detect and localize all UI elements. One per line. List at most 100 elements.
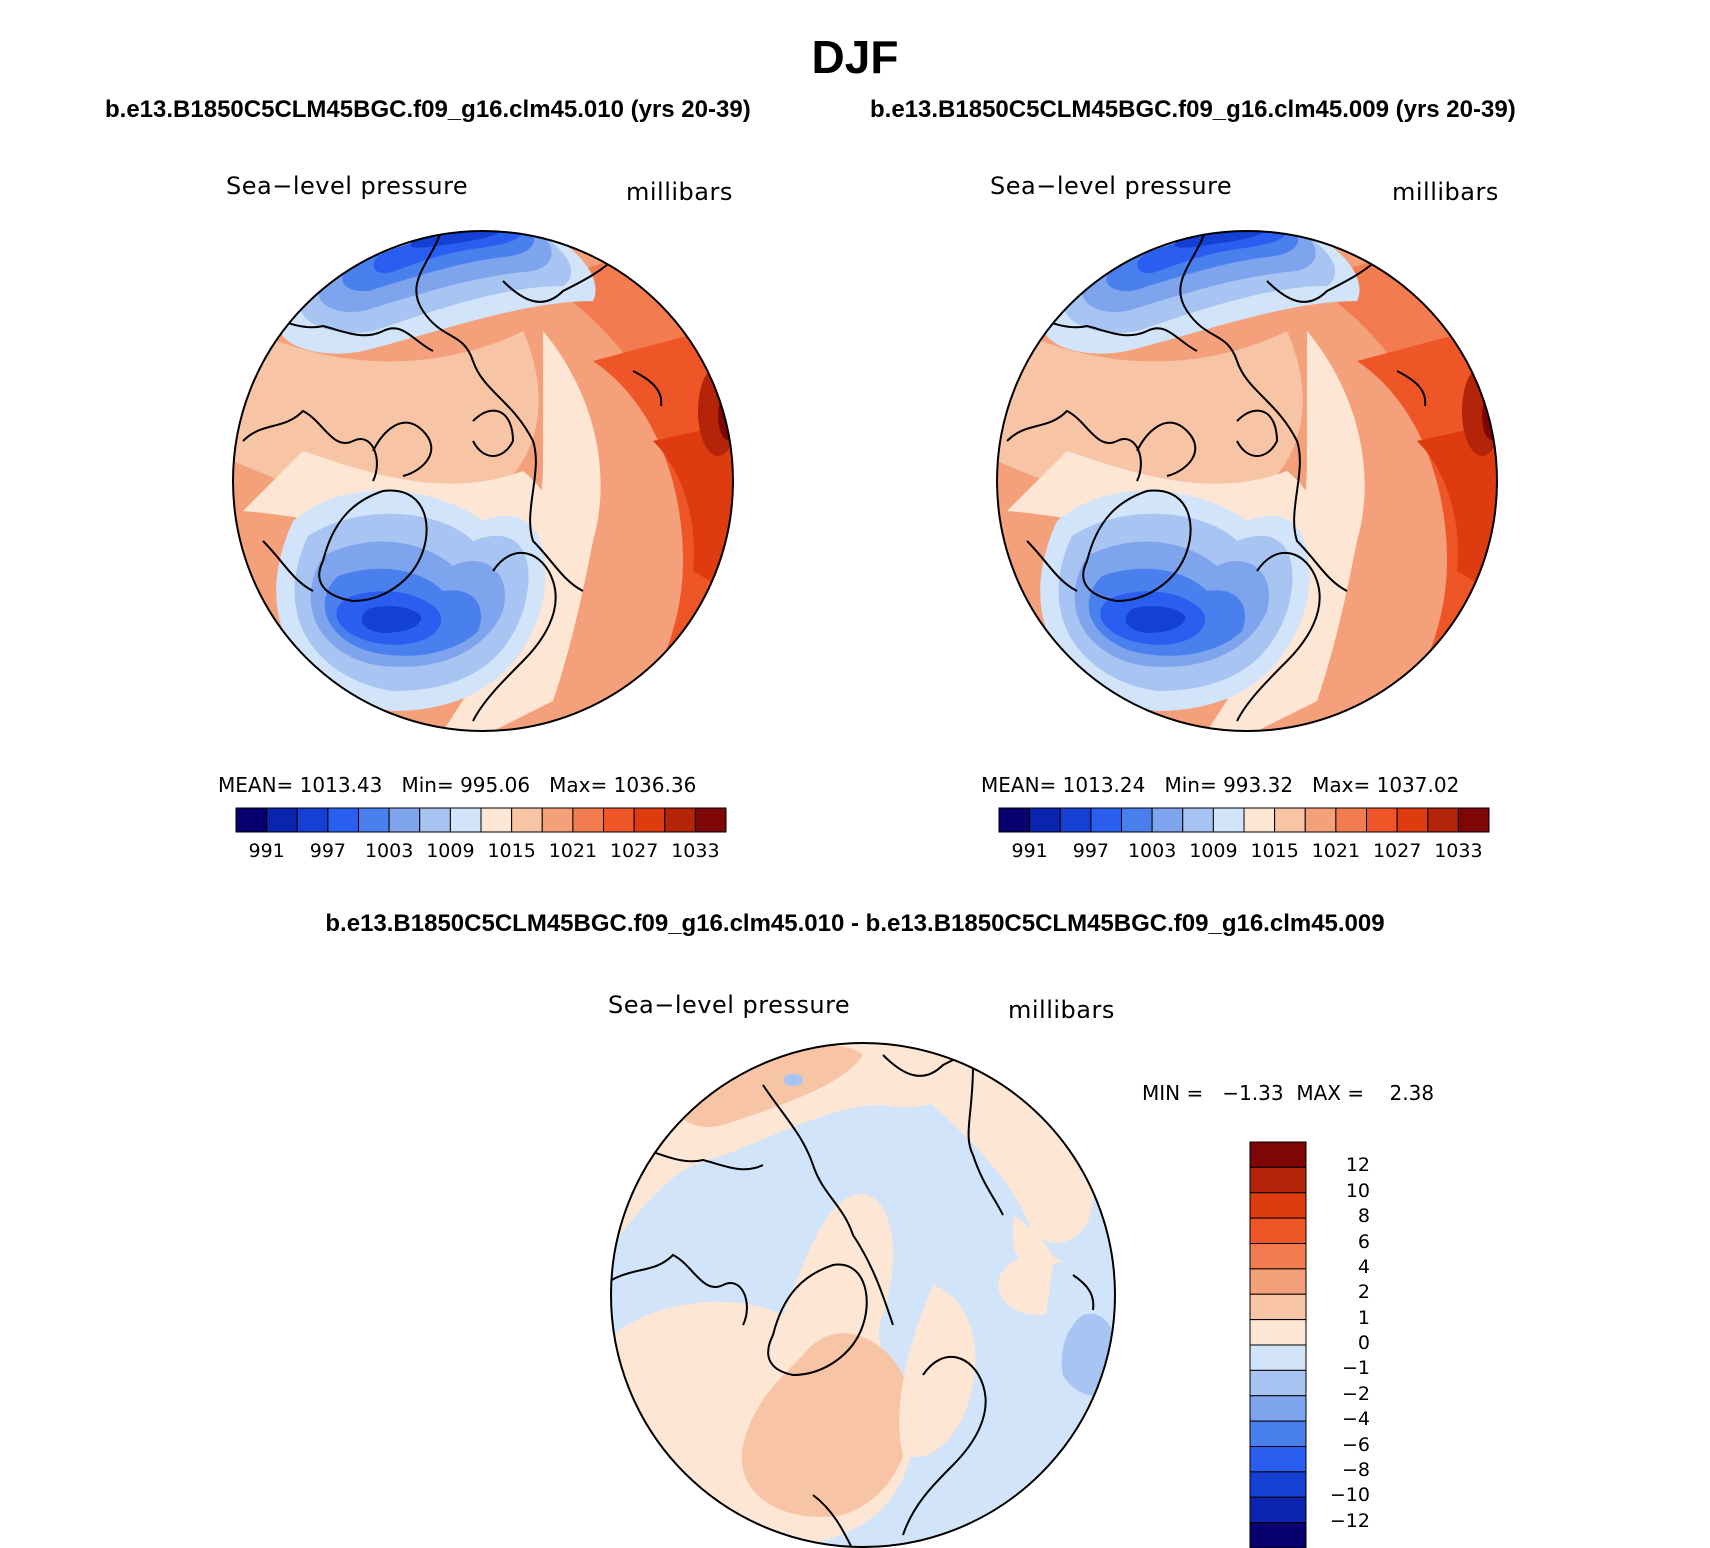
right-colorbar-box — [1029, 807, 1061, 833]
diff-max-value: 2.38 — [1389, 1081, 1435, 1105]
right-stats: MEAN= 1013.24 Min= 993.32 Max= 1037.02 — [981, 773, 1459, 797]
diff-colorbar-box — [1249, 1344, 1307, 1371]
diff-variable-label: Sea−level pressure — [608, 991, 851, 1019]
diff-colorbar-tick-label: 10 — [1345, 1179, 1370, 1202]
right-mean-value: 1013.24 — [1062, 773, 1146, 797]
left-colorbar-tick-label: 1015 — [487, 840, 536, 862]
left-colorbar-box — [327, 807, 359, 833]
right-colorbar-tick-label: 1021 — [1311, 840, 1361, 862]
right-colorbar-box — [1366, 807, 1398, 833]
right-colorbar-box — [1212, 807, 1245, 833]
diff-colorbar-box — [1249, 1166, 1307, 1194]
diff-title: b.e13.B1850C5CLM45BGC.f09_g16.clm45.010 … — [325, 910, 1385, 937]
right-min-value: 993.32 — [1223, 773, 1294, 797]
diff-colorbar-box — [1249, 1471, 1307, 1498]
diff-map-border — [610, 1042, 1116, 1548]
right-colorbar-tick-label: 1027 — [1372, 840, 1422, 862]
right-colorbar-box — [998, 807, 1031, 833]
left-colorbar-box — [633, 807, 666, 833]
diff-min-value: −1.33 — [1222, 1081, 1284, 1105]
diff-colorbar-box — [1249, 1217, 1307, 1244]
right-colorbar-box — [1274, 807, 1306, 833]
right-min-label: Min= — [1164, 773, 1217, 797]
case-title-left: b.e13.B1850C5CLM45BGC.f09_g16.clm45.010 … — [105, 96, 751, 123]
diff-colorbar-tick-label: 8 — [1357, 1205, 1370, 1228]
left-mean-value: 1013.43 — [299, 773, 383, 797]
left-map-border — [232, 230, 734, 732]
right-variable-label: Sea−level pressure — [990, 172, 1233, 200]
diff-colorbar-tick-label: 4 — [1357, 1255, 1370, 1278]
diff-colorbar-tick-label: −4 — [1341, 1408, 1370, 1431]
right-colorbar-box — [1335, 807, 1367, 833]
diff-colorbar-tick-label: −10 — [1329, 1484, 1370, 1507]
left-colorbar-box — [235, 807, 268, 833]
left-colorbar-tick-label: 997 — [309, 840, 346, 862]
diff-polar-map — [611, 1043, 1115, 1547]
diff-colorbar-box — [1249, 1243, 1307, 1270]
right-colorbar-tick-label: 1033 — [1434, 840, 1483, 862]
right-polar-map — [997, 231, 1497, 731]
diff-colorbar-tick-label: 6 — [1357, 1230, 1370, 1253]
right-units-label: millibars — [1392, 178, 1499, 206]
left-colorbar-box — [541, 807, 574, 833]
left-colorbar — [235, 807, 727, 833]
left-min-value: 995.06 — [460, 773, 531, 797]
diff-colorbar-box — [1249, 1496, 1307, 1524]
right-colorbar-tick-label: 997 — [1072, 840, 1109, 862]
diff-colorbar-tick-label: 0 — [1357, 1332, 1370, 1354]
right-map-border — [996, 230, 1498, 732]
case-title-right: b.e13.B1850C5CLM45BGC.f09_g16.clm45.009 … — [870, 96, 1516, 123]
left-colorbar-box — [419, 807, 451, 833]
diff-stats: MIN = −1.33 MAX = 2.38 — [1142, 1081, 1434, 1105]
left-colorbar-box — [296, 807, 329, 833]
diff-colorbar-tick-label: −2 — [1341, 1382, 1370, 1405]
right-colorbar-box — [1457, 807, 1490, 833]
left-colorbar-tick-label: 991 — [248, 840, 285, 862]
left-colorbar-tick-label: 1003 — [364, 840, 414, 862]
left-max-value: 1036.36 — [613, 773, 697, 797]
left-colorbar-box — [449, 807, 482, 833]
diff-colorbar-box — [1249, 1395, 1307, 1422]
diff-colorbar-box — [1249, 1522, 1307, 1548]
right-colorbar-box — [1427, 807, 1459, 833]
diff-colorbar-tick-label: 1 — [1357, 1306, 1370, 1329]
diff-colorbar-box — [1249, 1192, 1307, 1219]
left-mean-label: MEAN= — [218, 773, 294, 797]
left-colorbar-box — [480, 807, 513, 833]
right-mean-label: MEAN= — [981, 773, 1057, 797]
right-colorbar-tick-label: 1009 — [1189, 840, 1238, 862]
left-colorbar-box — [694, 807, 727, 833]
right-colorbar-box — [1151, 807, 1184, 833]
diff-colorbar-tick-label: −8 — [1341, 1458, 1370, 1481]
left-colorbar-tick-label: 1021 — [548, 840, 598, 862]
diff-colorbar-box — [1249, 1268, 1307, 1295]
right-colorbar-box — [1090, 807, 1122, 833]
left-polar-map — [233, 231, 733, 731]
right-colorbar-tick-label: 1003 — [1127, 840, 1177, 862]
left-colorbar-box — [266, 807, 298, 833]
right-colorbar-box — [1059, 807, 1092, 833]
diff-colorbar — [1249, 1141, 1307, 1548]
diff-colorbar-box — [1249, 1141, 1307, 1168]
right-colorbar-box — [1396, 807, 1429, 833]
left-colorbar-box — [603, 807, 635, 833]
left-colorbar-tick-label: 1033 — [671, 840, 720, 862]
right-colorbar-box — [1182, 807, 1214, 833]
right-colorbar-tick-label: 991 — [1011, 840, 1048, 862]
diff-units-label: millibars — [1008, 996, 1115, 1024]
right-max-value: 1037.02 — [1376, 773, 1460, 797]
left-colorbar-box — [388, 807, 421, 833]
right-colorbar-tick-label: 1015 — [1250, 840, 1299, 862]
left-colorbar-box — [572, 807, 604, 833]
right-colorbar-box — [1243, 807, 1276, 833]
main-title: DJF — [811, 31, 899, 83]
diff-colorbar-box — [1249, 1420, 1307, 1447]
diff-colorbar-box — [1249, 1293, 1307, 1321]
left-variable-label: Sea−level pressure — [226, 172, 469, 200]
right-max-label: Max= — [1312, 773, 1371, 797]
diff-colorbar-box — [1249, 1446, 1307, 1473]
diff-colorbar-tick-label: 2 — [1357, 1281, 1370, 1304]
left-min-label: Min= — [401, 773, 454, 797]
left-max-label: Max= — [549, 773, 608, 797]
